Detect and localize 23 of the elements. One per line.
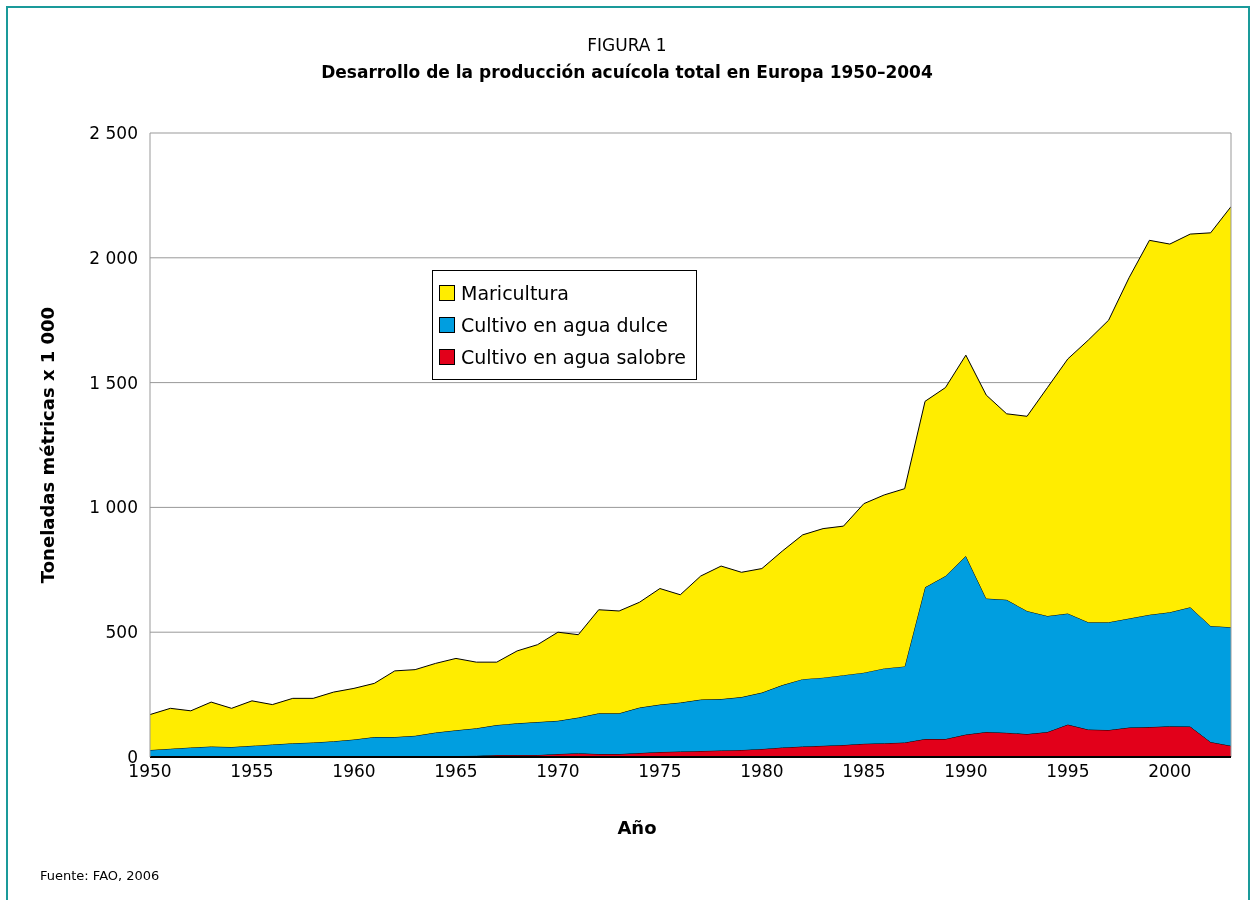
- y-tick-label: 2 000: [89, 247, 138, 268]
- y-tick-label: 500: [105, 622, 138, 643]
- chart-title: FIGURA 1: [586, 35, 668, 55]
- y-tick-label: 1 000: [89, 497, 138, 518]
- y-axis-title: Toneladas métricas x 1 000: [36, 306, 58, 584]
- x-tick-label: 1990: [944, 761, 988, 782]
- legend-label: Cultivo en agua dulce: [460, 313, 669, 338]
- x-tick-label: 1960: [332, 761, 376, 782]
- source-note: Fuente: FAO, 2006: [40, 868, 160, 883]
- x-tick-label: 2000: [1148, 761, 1192, 782]
- y-tick-label: 1 500: [89, 372, 138, 393]
- y-tick-label: 2 500: [89, 123, 138, 143]
- legend-label: Cultivo en agua salobre: [460, 345, 687, 370]
- x-tick-label: 1980: [740, 761, 784, 782]
- x-tick-label: 1965: [434, 761, 478, 782]
- x-axis-title: Año: [617, 817, 657, 838]
- x-tick-label: 1970: [536, 761, 580, 782]
- legend-label: Maricultura: [460, 281, 570, 306]
- x-tick-label: 1975: [638, 761, 682, 782]
- x-tick-label: 1955: [230, 761, 274, 782]
- x-tick-label: 1985: [842, 761, 886, 782]
- chart-subtitle: Desarrollo de la producción acuícola total en Europa 1950–2004: [320, 62, 934, 82]
- x-tick-label: 1995: [1046, 761, 1090, 782]
